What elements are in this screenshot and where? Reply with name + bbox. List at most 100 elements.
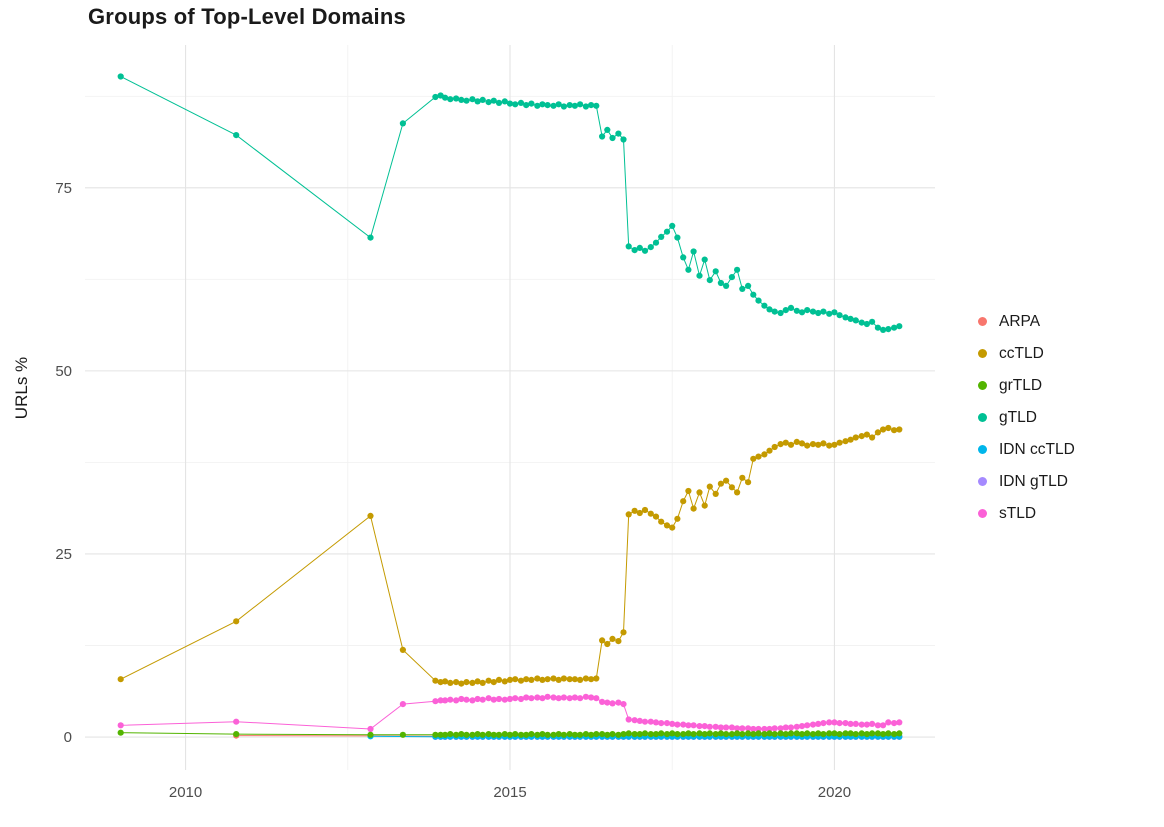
data-point-stld [534, 694, 541, 701]
data-point-stld [641, 718, 649, 725]
data-point-grtld [512, 731, 519, 738]
data-point-grtld [891, 731, 898, 738]
data-point-cctld [793, 438, 800, 445]
data-point-gtld [706, 277, 713, 284]
data-point-cctld [555, 676, 562, 684]
data-point-gtld [577, 101, 584, 108]
data-point-grtld [555, 731, 562, 738]
y-tick-label: 50 [55, 363, 72, 380]
data-point-stld [717, 724, 725, 731]
data-point-stld [458, 695, 465, 703]
data-point-grtld [880, 731, 887, 738]
data-point-grtld [734, 730, 741, 737]
data-point-gtld [847, 315, 854, 322]
data-point-stld [842, 720, 849, 727]
data-point-cctld [641, 506, 649, 514]
y-tick-label: 0 [64, 729, 72, 746]
data-point-gtld [544, 102, 551, 109]
data-point-stld [599, 698, 606, 706]
data-point-stld [696, 723, 703, 730]
data-point-gtld [512, 101, 519, 108]
data-point-gtld [723, 282, 730, 289]
data-point-grtld [550, 731, 557, 738]
data-point-gtld [469, 96, 476, 103]
data-point-gtld [550, 102, 557, 109]
data-point-grtld [766, 730, 773, 737]
data-point-stld [588, 694, 595, 701]
data-point-grtld [863, 731, 871, 738]
chart-title: Groups of Top-Level Domains [88, 4, 406, 29]
data-point-cctld [604, 640, 611, 648]
data-point-gtld [625, 243, 632, 250]
legend-dot-grtld [978, 381, 987, 390]
data-point-gtld [680, 254, 687, 261]
data-point-gtld [717, 279, 725, 287]
data-point-grtld [539, 731, 546, 738]
x-tick-label: 2010 [169, 784, 202, 801]
data-point-gtld [836, 312, 843, 319]
data-point-gtld [453, 95, 460, 102]
data-point-grtld [745, 730, 752, 737]
data-point-grtld [842, 730, 849, 737]
data-point-stld [582, 693, 590, 700]
data-point-grtld [399, 731, 406, 738]
data-point-gtld [652, 239, 660, 246]
data-point-stld [728, 724, 736, 731]
data-point-gtld [685, 266, 692, 273]
data-point-gtld [750, 291, 757, 298]
data-point-cctld [750, 455, 757, 462]
y-axis-title: URLs % [12, 356, 31, 420]
data-point-grtld [777, 730, 784, 737]
data-point-gtld [631, 247, 638, 254]
data-point-grtld [647, 731, 654, 738]
data-point-stld [766, 725, 773, 733]
data-point-cctld [771, 443, 778, 451]
legend-item-idn-cctld: IDN ccTLD [978, 440, 1075, 459]
data-point-cctld [550, 675, 557, 682]
data-point-cctld [663, 522, 671, 529]
legend-dot-cctld [978, 349, 987, 358]
data-point-grtld [432, 731, 439, 738]
legend-item-idn-gtld: IDN gTLD [978, 472, 1075, 491]
data-point-stld [874, 722, 882, 729]
data-point-grtld [869, 730, 876, 737]
data-point-cctld [566, 676, 573, 683]
data-point-cctld [620, 629, 627, 636]
data-point-cctld [761, 451, 768, 458]
data-point-gtld [233, 132, 240, 139]
data-point-gtld [766, 306, 773, 313]
data-point-cctld [896, 426, 903, 433]
legend: ARPA ccTLD grTLD gTLD IDN ccTLD IDN gTLD… [978, 312, 1075, 523]
legend-label: sTLD [999, 504, 1037, 522]
data-point-cctld [669, 524, 676, 531]
data-point-gtld [658, 233, 665, 240]
y-tick-label: 75 [55, 180, 72, 197]
data-point-stld [490, 696, 497, 703]
legend-dot-arpa [978, 317, 987, 326]
data-point-cctld [367, 512, 374, 520]
data-point-cctld [842, 438, 849, 445]
data-point-cctld [631, 507, 638, 514]
data-point-cctld [447, 679, 454, 687]
data-point-stld [647, 718, 654, 725]
data-point-stld [831, 719, 838, 726]
data-point-stld [447, 696, 454, 703]
data-point-stld [869, 720, 876, 728]
data-point-grtld [685, 730, 692, 737]
data-point-stld [631, 717, 638, 724]
data-point-grtld [463, 731, 470, 738]
data-point-grtld [604, 731, 611, 738]
data-point-stld [663, 720, 671, 727]
data-point-cctld [442, 678, 449, 685]
data-point-gtld [463, 97, 470, 104]
legend-dot-idn-gtld [978, 477, 987, 486]
data-point-cctld [728, 484, 736, 491]
data-point-stld [620, 701, 627, 708]
data-point-cctld [453, 679, 460, 686]
data-point-grtld [782, 731, 789, 738]
data-point-gtld [501, 98, 508, 105]
data-point-cctld [712, 490, 719, 497]
data-point-gtld [869, 318, 876, 325]
